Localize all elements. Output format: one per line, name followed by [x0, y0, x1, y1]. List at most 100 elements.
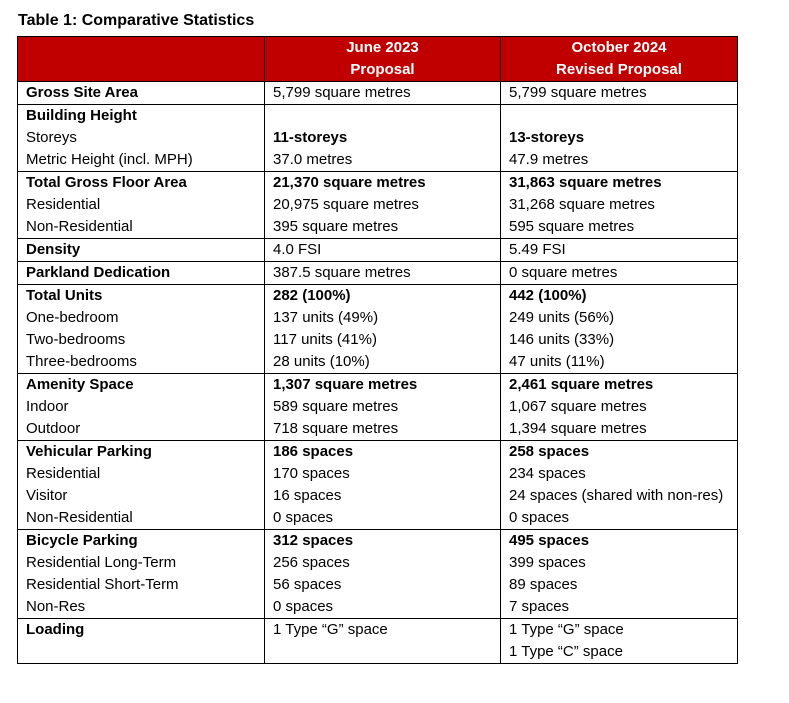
june-2023-value: 0 spaces [264, 507, 501, 530]
row-label: Storeys [17, 127, 265, 149]
october-2024-value: 595 square metres [500, 216, 738, 239]
table-row: Non-Res 0 spaces 7 spaces [17, 596, 738, 619]
october-2024-value: 442 (100%) [500, 284, 738, 307]
table-header-row: June 2023 Proposal October 2024 Revised … [17, 36, 738, 82]
october-2024-value: 0 square metres [500, 261, 738, 285]
june-2023-value: 117 units (41%) [264, 329, 501, 351]
table-row: One-bedroom 137 units (49%) 249 units (5… [17, 307, 738, 329]
row-label: Building Height [17, 104, 265, 127]
table-row: Total Gross Floor Area 21,370 square met… [17, 171, 738, 194]
row-label: Total Units [17, 284, 265, 307]
june-2023-value: 0 spaces [264, 596, 501, 619]
june-2023-value: 11-storeys [264, 127, 501, 149]
row-label: Indoor [17, 396, 265, 418]
table-row: Amenity Space 1,307 square metres 2,461 … [17, 373, 738, 396]
table-row: Non-Residential 395 square metres 595 sq… [17, 216, 738, 239]
october-2024-value: 31,863 square metres [500, 171, 738, 194]
table-row: Metric Height (incl. MPH) 37.0 metres 47… [17, 149, 738, 172]
june-2023-value: 20,975 square metres [264, 194, 501, 216]
row-label: Non-Residential [17, 507, 265, 530]
june-2023-value: 16 spaces [264, 485, 501, 507]
row-label: Residential Long-Term [17, 552, 265, 574]
october-2024-value: 1,067 square metres [500, 396, 738, 418]
june-2023-value: 256 spaces [264, 552, 501, 574]
table-caption: Table 1: Comparative Statistics [18, 12, 255, 29]
table-row: Parkland Dedication 387.5 square metres … [17, 261, 738, 285]
header-june-2023: June 2023 Proposal [264, 36, 501, 82]
table-row: Density 4.0 FSI 5.49 FSI [17, 238, 738, 262]
row-label: Loading [17, 618, 265, 641]
june-2023-value: 589 square metres [264, 396, 501, 418]
june-2023-value: 1 Type “G” space [264, 618, 501, 641]
october-2024-value: 89 spaces [500, 574, 738, 596]
october-2024-value: 146 units (33%) [500, 329, 738, 351]
october-2024-value: 1 Type “C” space [500, 641, 738, 664]
october-2024-value: 5,799 square metres [500, 81, 738, 105]
june-2023-value: 21,370 square metres [264, 171, 501, 194]
october-2024-value: 47.9 metres [500, 149, 738, 172]
october-2024-value: 47 units (11%) [500, 351, 738, 374]
row-label: Bicycle Parking [17, 529, 265, 552]
october-2024-value: 5.49 FSI [500, 238, 738, 262]
table-row: Two-bedrooms 117 units (41%) 146 units (… [17, 329, 738, 351]
header-october-2024: October 2024 Revised Proposal [500, 36, 738, 82]
june-2023-value: 282 (100%) [264, 284, 501, 307]
row-label: Parkland Dedication [17, 261, 265, 285]
table-row: Total Units 282 (100%) 442 (100%) [17, 284, 738, 307]
row-label: Residential [17, 463, 265, 485]
row-label: Outdoor [17, 418, 265, 441]
october-2024-value: 1,394 square metres [500, 418, 738, 441]
table-row: Three-bedrooms 28 units (10%) 47 units (… [17, 351, 738, 374]
june-2023-value: 1,307 square metres [264, 373, 501, 396]
june-2023-value: 718 square metres [264, 418, 501, 441]
table-row: Loading 1 Type “G” space 1 Type “G” spac… [17, 618, 738, 641]
row-label: Metric Height (incl. MPH) [17, 149, 265, 172]
june-2023-value: 186 spaces [264, 440, 501, 463]
table-row: Vehicular Parking 186 spaces 258 spaces [17, 440, 738, 463]
june-2023-value: 5,799 square metres [264, 81, 501, 105]
june-2023-value [264, 104, 501, 127]
table-row: Non-Residential 0 spaces 0 spaces [17, 507, 738, 530]
june-2023-value [264, 641, 501, 664]
header-june-2023-line1: June 2023 [346, 39, 419, 56]
october-2024-value: 2,461 square metres [500, 373, 738, 396]
october-2024-value: 399 spaces [500, 552, 738, 574]
table-row: Residential 20,975 square metres 31,268 … [17, 194, 738, 216]
october-2024-value: 1 Type “G” space [500, 618, 738, 641]
table-row: 1 Type “C” space [17, 641, 738, 664]
june-2023-value: 395 square metres [264, 216, 501, 239]
october-2024-value: 24 spaces (shared with non-res) [500, 485, 738, 507]
june-2023-value: 387.5 square metres [264, 261, 501, 285]
table-row: Building Height [17, 104, 738, 127]
row-label [17, 641, 265, 664]
row-label: Vehicular Parking [17, 440, 265, 463]
october-2024-value: 234 spaces [500, 463, 738, 485]
table-row: Indoor 589 square metres 1,067 square me… [17, 396, 738, 418]
table-row: Residential Short-Term 56 spaces 89 spac… [17, 574, 738, 596]
row-label: Residential Short-Term [17, 574, 265, 596]
row-label: Two-bedrooms [17, 329, 265, 351]
row-label: Non-Res [17, 596, 265, 619]
row-label: Gross Site Area [17, 81, 265, 105]
row-label: Non-Residential [17, 216, 265, 239]
june-2023-value: 4.0 FSI [264, 238, 501, 262]
row-label: Three-bedrooms [17, 351, 265, 374]
october-2024-value: 13-storeys [500, 127, 738, 149]
table-row: Gross Site Area 5,799 square metres 5,79… [17, 81, 738, 105]
october-2024-value: 7 spaces [500, 596, 738, 619]
october-2024-value: 0 spaces [500, 507, 738, 530]
row-label: Visitor [17, 485, 265, 507]
october-2024-value: 258 spaces [500, 440, 738, 463]
june-2023-value: 28 units (10%) [264, 351, 501, 374]
table-row: Outdoor 718 square metres 1,394 square m… [17, 418, 738, 441]
october-2024-value: 249 units (56%) [500, 307, 738, 329]
october-2024-value: 31,268 square metres [500, 194, 738, 216]
june-2023-value: 137 units (49%) [264, 307, 501, 329]
june-2023-value: 56 spaces [264, 574, 501, 596]
header-october-2024-line1: October 2024 [571, 39, 667, 56]
june-2023-value: 312 spaces [264, 529, 501, 552]
table-row: Residential 170 spaces 234 spaces [17, 463, 738, 485]
row-label: Total Gross Floor Area [17, 171, 265, 194]
header-october-2024-line2: Revised Proposal [556, 61, 682, 78]
row-label: Amenity Space [17, 373, 265, 396]
